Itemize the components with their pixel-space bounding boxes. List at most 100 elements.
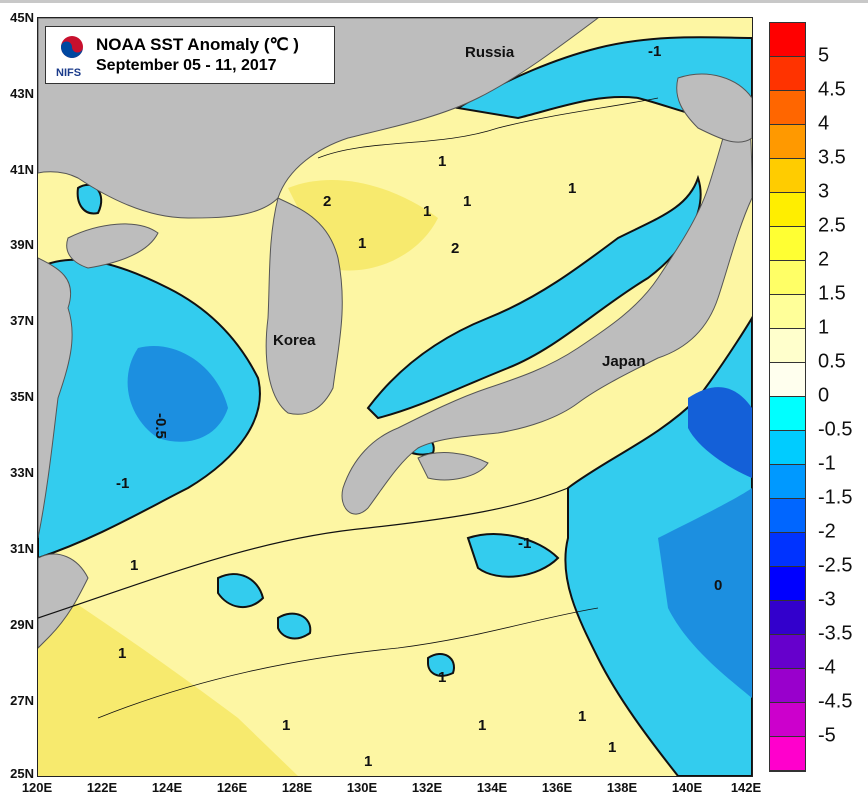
lat-label: 31N [10, 541, 34, 556]
lat-label: 35N [10, 389, 34, 404]
cool-patch [277, 612, 312, 640]
colorbar-swatch [770, 499, 805, 533]
logo-text: NIFS [56, 67, 82, 79]
colorbar-swatch [770, 431, 805, 465]
cool-core-east [688, 387, 752, 478]
nifs-logo: NIFS [54, 33, 90, 79]
colorbar-swatch [770, 295, 805, 329]
lat-label: 43N [10, 86, 34, 101]
contour-label: 0 [714, 577, 722, 594]
sst-anomaly-map: -1 1 2 1 1 1 2 1 -0.5 -1 1 1 0 1 1 1 1 1… [37, 17, 753, 777]
colorbar-swatch [770, 159, 805, 193]
colorbar-label: -5 [818, 724, 836, 747]
colorbar-swatch [770, 125, 805, 159]
colorbar-label: -4 [818, 656, 836, 679]
colorbar-label: 4 [818, 112, 830, 135]
land-shandong [66, 223, 159, 269]
lon-label: 136E [541, 780, 573, 795]
top-border-line [0, 0, 868, 3]
colorbar-swatch [770, 329, 805, 363]
colorbar-label: -2 [818, 520, 836, 543]
map-svg: -1 1 2 1 1 1 2 1 -0.5 -1 1 1 0 1 1 1 1 1… [38, 18, 752, 776]
label-japan: Japan [602, 353, 646, 370]
lon-label: 142E [730, 780, 762, 795]
colorbar-label: 2 [818, 248, 830, 271]
contour-label: 1 [478, 717, 486, 734]
map-date-range: September 05 - 11, 2017 [96, 57, 277, 74]
warm-region-sw [38, 578, 298, 776]
lat-label: 41N [10, 162, 34, 177]
land-korea [265, 197, 343, 415]
lat-label: 33N [10, 465, 34, 480]
colorbar-label: -0.5 [818, 418, 853, 441]
lon-label: 122E [86, 780, 118, 795]
contour-label: 1 [364, 753, 372, 770]
lon-label: 132E [411, 780, 443, 795]
colorbar-swatch [770, 397, 805, 431]
cool-patch [466, 533, 560, 578]
lon-label: 130E [346, 780, 378, 795]
colorbar-swatch [770, 601, 805, 635]
contour-label: 1 [118, 645, 126, 662]
colorbar-swatch [770, 635, 805, 669]
lat-label: 37N [10, 313, 34, 328]
contour-line [97, 607, 599, 719]
cool-region-east-sea [366, 174, 702, 420]
cool-core-yellow-sea [127, 346, 228, 442]
colorbar-swatch [770, 261, 805, 295]
lon-label: 124E [151, 780, 183, 795]
land-china-south [38, 553, 89, 649]
colorbar-swatch [770, 57, 805, 91]
colorbar-label: -3.5 [818, 622, 853, 645]
map-title: NOAA SST Anomaly (℃ ) [96, 35, 299, 54]
colorbar-label: -1.5 [818, 486, 853, 509]
contour-label: 1 [578, 708, 586, 725]
contour-label: 2 [451, 240, 459, 257]
cool-patch [217, 573, 265, 608]
colorbar-swatch [770, 363, 805, 397]
colorbar-swatch [770, 23, 805, 57]
contour-label: -1 [648, 43, 661, 60]
colorbar-swatch [770, 465, 805, 499]
colorbar-swatch [770, 703, 805, 737]
land-china-coast [38, 257, 73, 539]
contour-line [38, 487, 569, 619]
cool-patch [427, 653, 455, 677]
contour-label: 1 [608, 739, 616, 756]
contour-label: 1 [423, 203, 431, 220]
colorbar [769, 22, 806, 772]
lon-label: 140E [671, 780, 703, 795]
lat-label: 39N [10, 237, 34, 252]
contour-line [317, 97, 659, 159]
label-russia: Russia [465, 44, 515, 61]
lat-label: 25N [10, 766, 34, 781]
contour-label: -1 [116, 475, 129, 492]
colorbar-label: -1 [818, 452, 836, 475]
lat-label: 29N [10, 617, 34, 632]
contour-label: 1 [358, 235, 366, 252]
lon-label: 126E [216, 780, 248, 795]
colorbar-label: -2.5 [818, 554, 853, 577]
contour-label: 1 [282, 717, 290, 734]
colorbar-label: -3 [818, 588, 836, 611]
colorbar-label: 1 [818, 316, 830, 339]
lon-label: 134E [476, 780, 508, 795]
contour-label: -0.5 [152, 413, 169, 439]
colorbar-swatch [770, 669, 805, 703]
colorbar-label: 5 [818, 44, 830, 67]
colorbar-swatch [770, 227, 805, 261]
colorbar-swatch [770, 533, 805, 567]
lon-label: 120E [21, 780, 53, 795]
colorbar-label: 0.5 [818, 350, 846, 373]
colorbar-label: 4.5 [818, 78, 846, 101]
land-hokkaido [676, 73, 752, 143]
lat-label: 45N [10, 10, 34, 25]
contour-label: 1 [438, 153, 446, 170]
contour-label: 1 [130, 557, 138, 574]
land-shikoku [417, 452, 489, 481]
title-box: NIFS NOAA SST Anomaly (℃ ) September 05 … [45, 26, 335, 84]
contour-label: -1 [518, 535, 531, 552]
colorbar-swatch [770, 193, 805, 227]
contour-label: 1 [568, 180, 576, 197]
contour-label: 1 [438, 669, 446, 686]
